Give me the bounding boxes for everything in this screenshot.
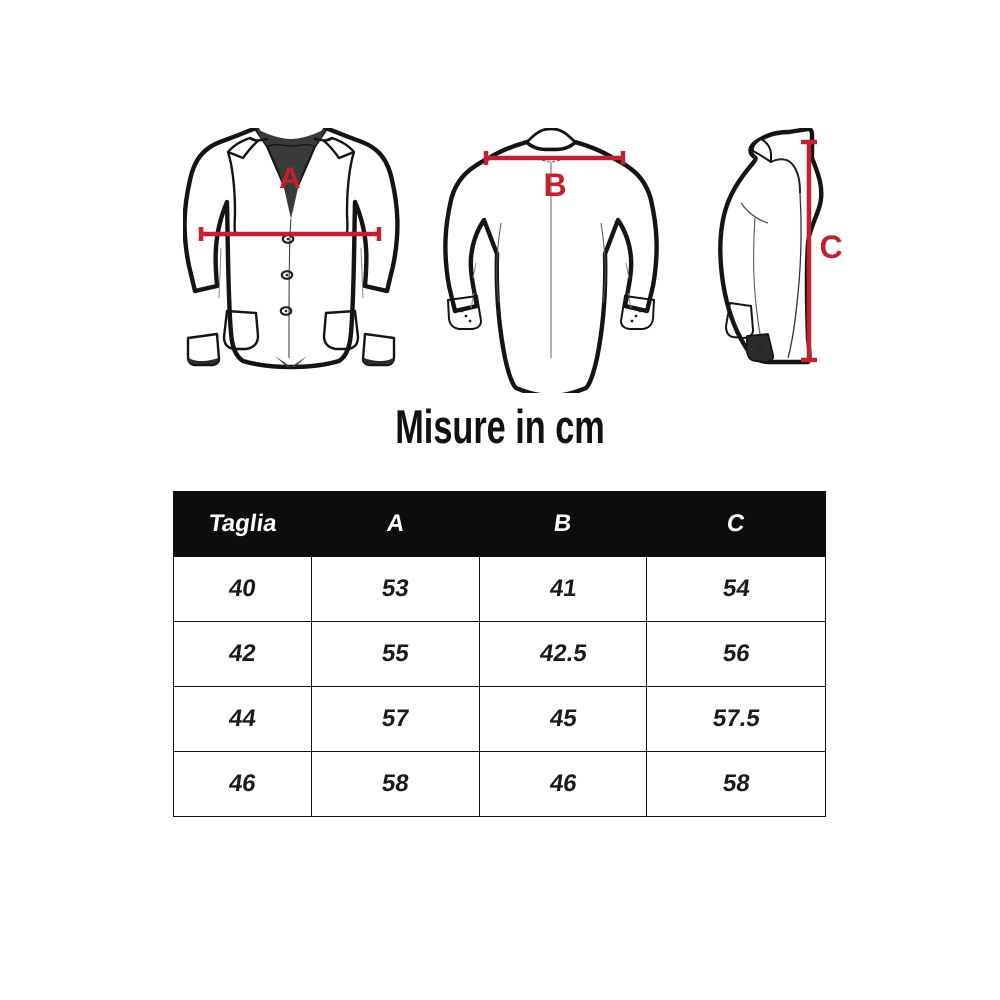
svg-text:A: A (279, 162, 301, 195)
svg-text:C: C (819, 229, 842, 265)
svg-text:B: B (543, 167, 566, 203)
